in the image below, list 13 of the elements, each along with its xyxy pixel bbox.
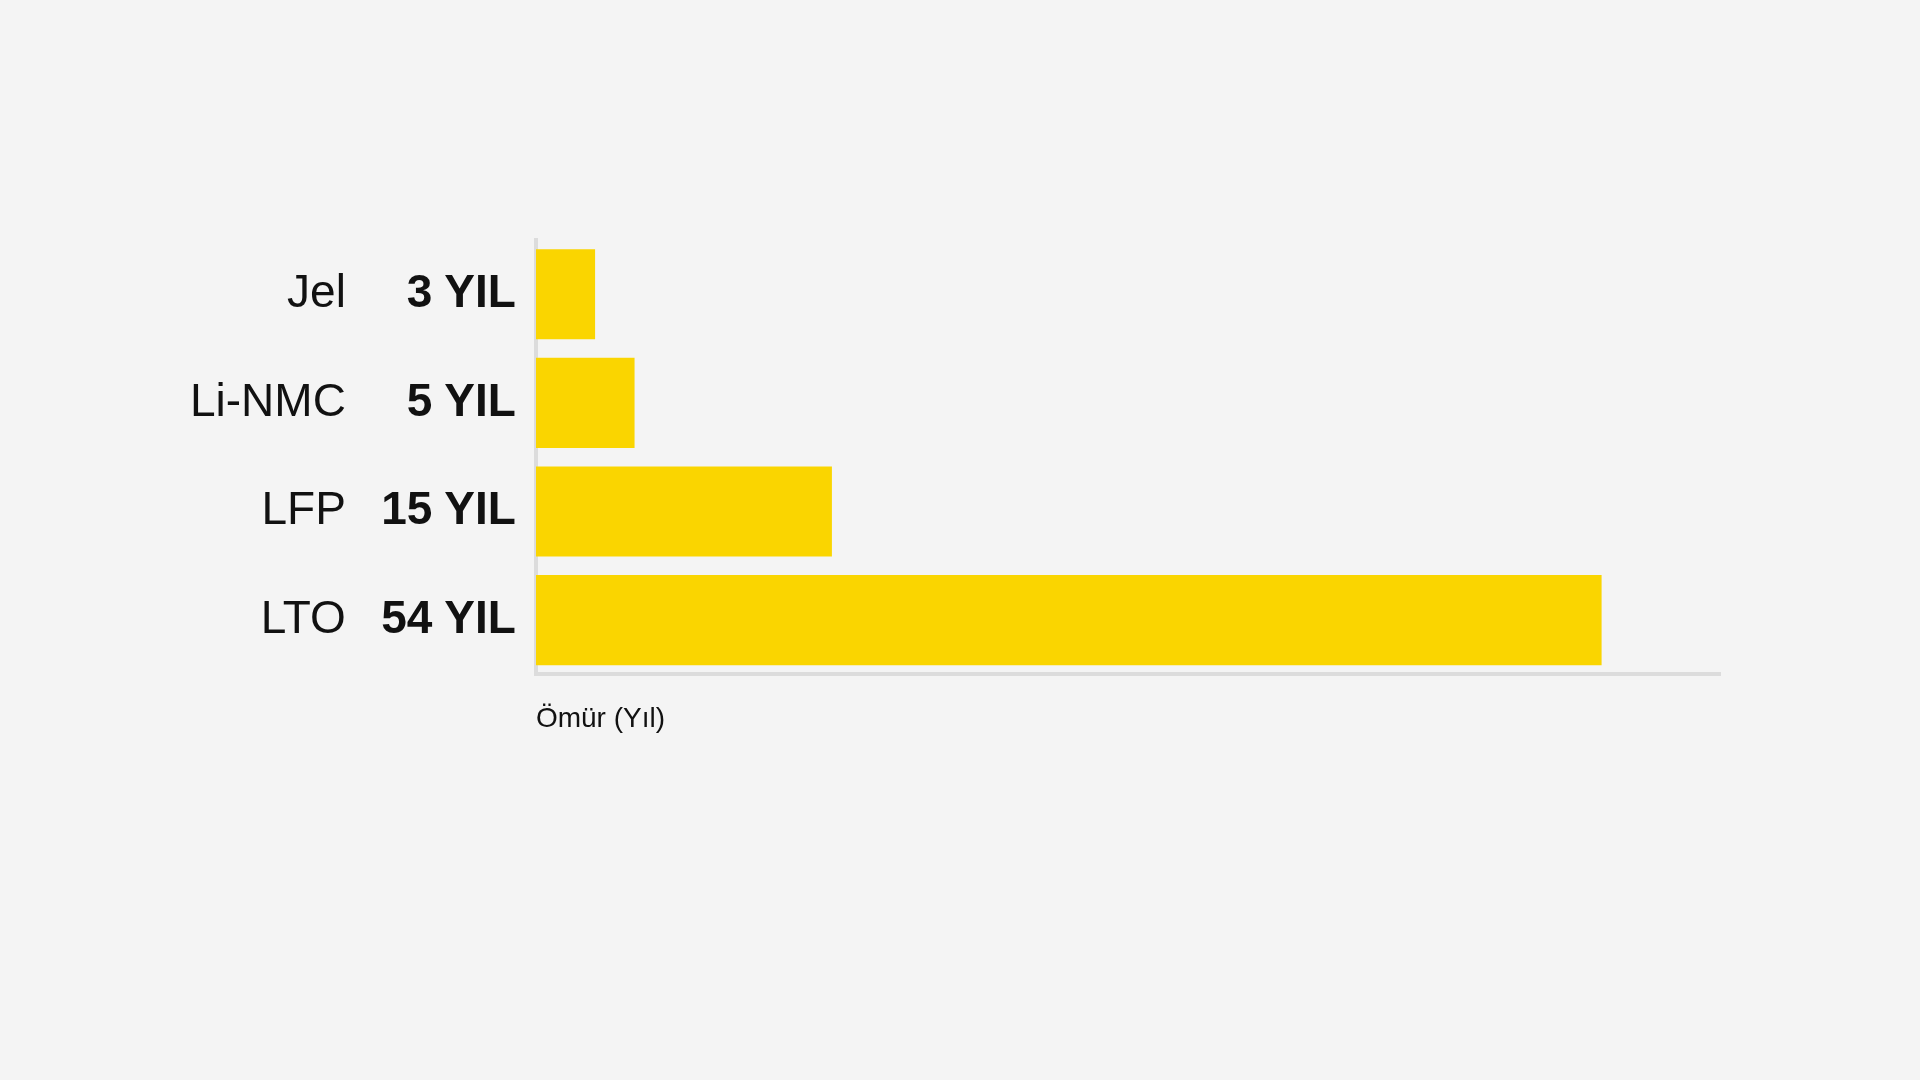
data-label: 54 YIL xyxy=(381,590,516,643)
data-label: 15 YIL xyxy=(381,482,516,535)
y-tick-label: LFP xyxy=(261,482,346,535)
bar xyxy=(535,357,635,448)
y-tick-label: LTO xyxy=(260,590,346,643)
data-label: 5 YIL xyxy=(406,373,516,426)
x-axis-title: Ömür (Yıl) xyxy=(535,701,665,733)
data-label: 3 YIL xyxy=(406,264,516,317)
bar xyxy=(535,575,1602,666)
y-tick-label: Li-NMC xyxy=(189,373,346,426)
bar xyxy=(535,249,596,340)
y-tick-label: Jel xyxy=(287,264,346,317)
bar xyxy=(535,466,832,557)
